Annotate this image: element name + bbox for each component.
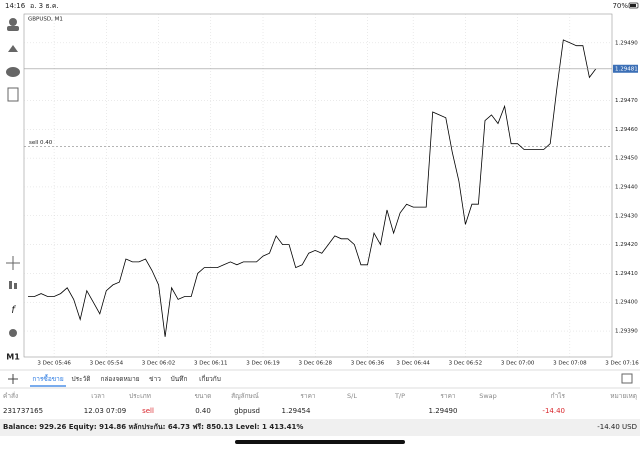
x-tick-label: 3 Dec 06:52 bbox=[449, 361, 483, 367]
tab[interactable]: เกี่ยวกับ bbox=[199, 374, 221, 383]
tab[interactable]: กล่องจดหมาย bbox=[100, 375, 139, 383]
column-header: ขนาด bbox=[195, 392, 212, 400]
column-header: S/L bbox=[347, 392, 357, 400]
column-header: Swap bbox=[479, 392, 497, 400]
column-header: T/P bbox=[394, 392, 405, 400]
chart-type-icon-2 bbox=[14, 283, 17, 289]
current-price-label: 1.29481 bbox=[615, 66, 638, 72]
y-tick-label: 1.29410 bbox=[615, 271, 638, 277]
x-tick-label: 3 Dec 07:00 bbox=[501, 361, 535, 367]
account-icon-body bbox=[7, 26, 19, 31]
table-row[interactable]: 231737165 12.03 07:09 sell 0.40 gbpusd 1.2945… bbox=[3, 407, 565, 415]
x-tick-label: 3 Dec 05:46 bbox=[37, 361, 71, 367]
chat-icon[interactable] bbox=[6, 67, 20, 77]
crosshair-icon[interactable] bbox=[6, 256, 20, 270]
home-indicator bbox=[235, 440, 405, 444]
status-battery: 70% bbox=[612, 2, 628, 10]
y-tick-label: 1.29420 bbox=[615, 242, 638, 248]
x-tick-label: 3 Dec 06:44 bbox=[396, 361, 430, 367]
column-header: ราคา bbox=[300, 392, 315, 400]
plot: 1.29390 1.29400 1.29410 1.29420 1.29430 1.294… bbox=[24, 14, 639, 367]
cell-order: 231737165 bbox=[3, 407, 43, 415]
battery-level bbox=[630, 4, 636, 7]
column-header: เวลา bbox=[91, 392, 105, 400]
table-header: คำสั่ง เวลา ประเภท ขนาด สัญลักษณ์ ราคา S/L T/P ร… bbox=[3, 391, 637, 400]
column-header: ราคา bbox=[440, 392, 455, 400]
x-tick-label: 3 Dec 07:16 bbox=[605, 361, 639, 367]
x-tick-label: 3 Dec 06:36 bbox=[351, 361, 385, 367]
order-label: sell 0.40 bbox=[29, 140, 53, 146]
column-header: หมายเหตุ bbox=[610, 392, 637, 400]
timeframe-button[interactable]: M1 bbox=[6, 353, 20, 362]
x-tick-label: 3 Dec 06:28 bbox=[298, 361, 332, 367]
tab[interactable]: การซื้อขาย bbox=[32, 374, 63, 383]
column-header: ประเภท bbox=[129, 392, 151, 400]
column-header: สัญลักษณ์ bbox=[231, 392, 259, 400]
cell-symbol: gbpusd bbox=[234, 407, 260, 415]
objects-icon[interactable] bbox=[9, 329, 17, 337]
cell-size: 0.40 bbox=[195, 407, 211, 415]
y-tick-label: 1.29470 bbox=[615, 98, 638, 104]
left-toolbar: f bbox=[6, 18, 20, 337]
y-tick-label: 1.29440 bbox=[615, 184, 638, 190]
add-button[interactable] bbox=[8, 374, 18, 384]
tab[interactable]: ข่าว bbox=[149, 375, 161, 383]
indicator-icon[interactable]: f bbox=[11, 305, 16, 316]
x-tick-label: 3 Dec 07:08 bbox=[553, 361, 587, 367]
y-tick-label: 1.29490 bbox=[615, 40, 638, 46]
x-tick-label: 3 Dec 06:02 bbox=[142, 361, 176, 367]
tabs: การซื้อขาย ประวัติ กล่องจดหมาย ข่าว บันทึก เก… bbox=[30, 374, 221, 387]
status-time: 14:16 bbox=[5, 2, 26, 10]
y-tick-label: 1.29400 bbox=[615, 300, 638, 306]
account-icon[interactable] bbox=[9, 18, 17, 26]
total-profit: -14.40 USD bbox=[597, 423, 637, 431]
x-tick-label: 3 Dec 06:19 bbox=[246, 361, 280, 367]
cell-type: sell bbox=[142, 407, 154, 415]
chart-frame bbox=[23, 13, 613, 358]
account-summary: Balance: 929.26 Equity: 914.86 หลักประกั… bbox=[3, 423, 303, 431]
battery-icon bbox=[628, 2, 639, 9]
y-tick-label: 1.29430 bbox=[615, 213, 638, 219]
chart-title: GBPUSD, M1 bbox=[28, 17, 63, 23]
tab[interactable]: บันทึก bbox=[171, 375, 188, 383]
cell-profit: -14.40 bbox=[542, 407, 565, 415]
y-tick-label: 1.29390 bbox=[615, 329, 638, 335]
footer-bg bbox=[0, 419, 640, 436]
current-price-box bbox=[613, 64, 638, 73]
price-line bbox=[28, 39, 597, 337]
trade-icon[interactable] bbox=[8, 45, 18, 52]
x-tick-label: 3 Dec 06:11 bbox=[194, 361, 228, 367]
layout-button[interactable] bbox=[621, 373, 633, 384]
tab[interactable]: ประวัติ bbox=[72, 375, 91, 383]
column-header: กำไร bbox=[551, 392, 566, 400]
new-order-icon[interactable] bbox=[7, 87, 19, 102]
cell-price: 1.29490 bbox=[429, 407, 458, 415]
status-date: อ. 3 ธ.ค. bbox=[30, 2, 59, 10]
cell-time: 12.03 07:09 bbox=[84, 407, 126, 415]
y-tick-label: 1.29460 bbox=[615, 127, 638, 133]
x-tick-label: 3 Dec 05:54 bbox=[90, 361, 124, 367]
y-tick-label: 1.29450 bbox=[615, 156, 638, 162]
chart-type-icon[interactable] bbox=[9, 281, 12, 289]
cell-open-price: 1.29454 bbox=[282, 407, 311, 415]
column-header: คำสั่ง bbox=[3, 391, 18, 400]
